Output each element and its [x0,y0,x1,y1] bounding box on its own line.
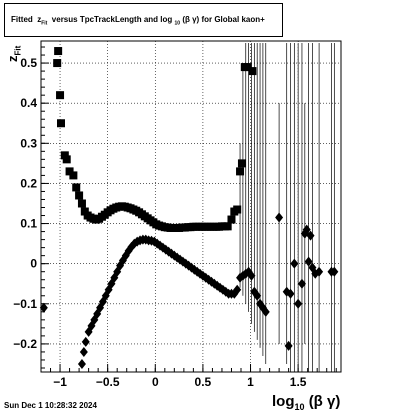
diamond-marker [79,346,88,357]
square-marker [248,67,257,76]
square-marker [233,205,242,214]
diamond-marker [39,302,48,313]
diamond-marker [304,256,313,267]
diamond-marker [170,250,179,261]
timestamp-footer: Sun Dec 1 10:28:32 2024 [4,401,97,410]
diamond-marker [286,288,295,299]
diamond-marker [81,336,90,347]
y-tick-label: 0 [30,257,37,271]
diamond-marker [261,306,270,317]
chart-title: Fitted zFit versus TpcTrackLength and lo… [11,15,265,27]
x-tick-label: 0 [152,375,159,389]
square-marker [237,159,246,168]
plot-frame [40,40,342,373]
y-tick-label: −0.2 [13,337,37,351]
square-marker [54,47,63,56]
square-marker [75,191,84,200]
diamond-marker [306,230,315,241]
diamond-marker [297,278,306,289]
diamond-marker [294,298,303,309]
square-marker [57,119,65,128]
square-marker [243,63,252,72]
x-tick-label: −1 [53,375,67,389]
diamond-marker [330,266,339,277]
diamond-marker [247,270,256,281]
y-tick-label: −0.1 [13,297,37,311]
diamond-marker [253,290,262,301]
square-marker [62,155,71,164]
diamond-marker [302,224,311,235]
x-tick-label: −0.5 [96,375,120,389]
square-marker [60,151,69,160]
y-axis-label: zFit [5,45,23,62]
y-tick-label: 0.4 [20,96,37,110]
square-marker [53,59,62,68]
diamond-marker [290,258,299,269]
x-tick-label: 1.5 [290,375,307,389]
square-marker [223,222,232,231]
y-tick-label: 0.1 [20,217,37,231]
plot-area [41,41,341,372]
square-marker [77,199,86,208]
square-marker [72,183,81,192]
diamond-marker [284,340,293,351]
x-axis-label: log10 (β γ) [272,393,341,412]
y-tick-label: 0.5 [20,56,37,70]
x-tick-label: 1 [247,375,254,389]
diamond-marker [77,358,86,369]
square-marker [236,167,245,176]
title-box: Fitted zFit versus TpcTrackLength and lo… [4,3,283,37]
square-marker [227,215,236,224]
diamond-marker [315,266,324,277]
square-marker [69,171,78,180]
diamond-marker [233,284,242,295]
diamond-marker [250,286,259,297]
x-tick-label: 0.5 [195,375,212,389]
y-tick-label: 0.3 [20,136,37,150]
diamond-marker [275,212,284,223]
square-marker [65,167,74,176]
y-tick-label: 0.2 [20,176,37,190]
square-marker [56,91,65,100]
square-marker [80,207,89,216]
